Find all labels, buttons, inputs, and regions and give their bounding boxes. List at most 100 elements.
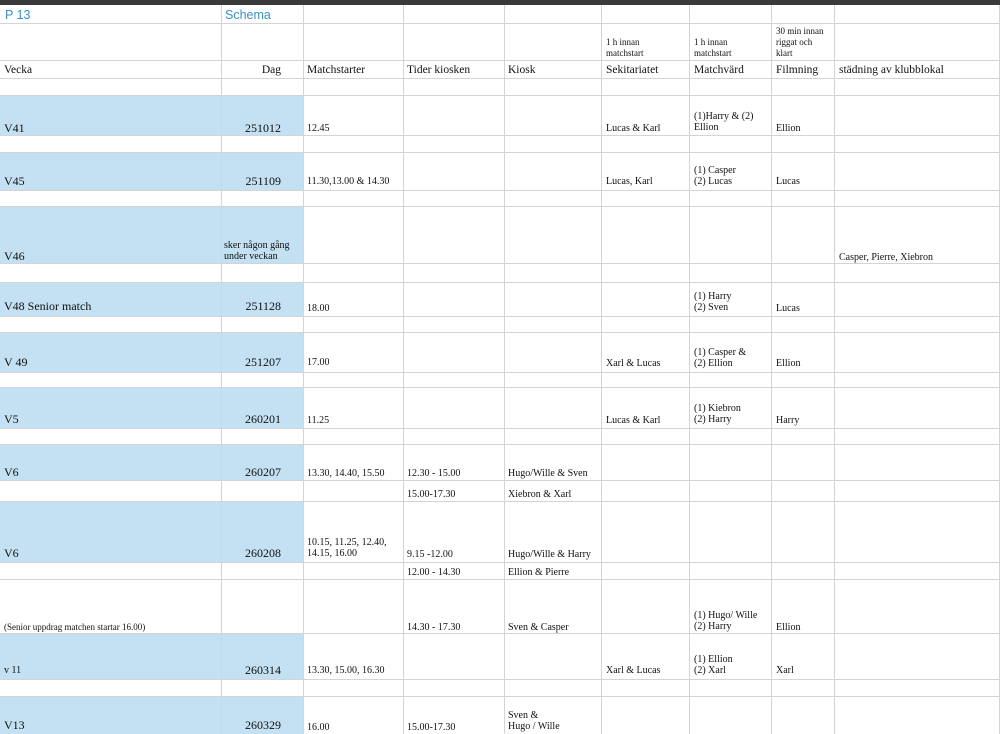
cell-matchvard-v11-line2[interactable]: (2) Xarl: [694, 665, 726, 676]
cell-filmning-v49[interactable]: Ellion: [776, 358, 801, 369]
cell-dag-v11[interactable]: 260314: [245, 663, 281, 677]
cell-matchstarter-v41[interactable]: 12.45: [307, 123, 330, 134]
cell-vecka-senior[interactable]: (Senior uppdrag matchen startar 16.00): [4, 622, 146, 632]
header-kiosk[interactable]: Kiosk: [508, 64, 536, 76]
cell-tider-v6a[interactable]: 12.30 - 15.00: [407, 468, 461, 479]
cell-kiosk-v6b[interactable]: Hugo/Wille & Harry: [508, 549, 591, 560]
cell-vecka-v49[interactable]: V 49: [4, 355, 28, 369]
cell-matchstarter-v45[interactable]: 11.30,13.00 & 14.30: [307, 176, 390, 187]
cell-matchstarter-v6a[interactable]: 13.30, 14.40, 15.50: [307, 468, 385, 479]
title-cell-schema[interactable]: Schema: [225, 8, 271, 22]
cell-matchstarter-v11[interactable]: 13.30, 15.00, 16.30: [307, 665, 385, 676]
cell-dag-v48[interactable]: 251128: [245, 299, 281, 313]
cell-vecka-v48[interactable]: V48 Senior match: [4, 299, 92, 313]
cell-matchvard-v5-line1[interactable]: (1) Kiebron: [694, 403, 741, 414]
cell-matchstarter-v48[interactable]: 18.00: [307, 303, 330, 314]
cell-kiosk-v6a[interactable]: Hugo/Wille & Sven: [508, 468, 588, 479]
cell-kiosk-v13-line2[interactable]: Hugo / Wille: [508, 721, 560, 732]
cell-tider-senior[interactable]: 14.30 - 17.30: [407, 622, 461, 633]
cell-dag-v13[interactable]: 260329: [245, 718, 281, 732]
grid-row-line: [0, 444, 1000, 445]
window-top-bar: [0, 0, 1000, 5]
cell-vecka-v13[interactable]: V13: [4, 718, 25, 732]
header-sekretariatet[interactable]: Sekitariatet: [606, 64, 659, 76]
cell-tider-v6b-2[interactable]: 12.00 - 14.30: [407, 567, 461, 578]
cell-sekretariat-v41[interactable]: Lucas & Karl: [606, 123, 661, 134]
cell-vecka-v6b[interactable]: V6: [4, 546, 19, 560]
highlight-v41: [0, 95, 303, 135]
cell-kiosk-senior[interactable]: Sven & Casper: [508, 622, 569, 633]
cell-matchvard-v45-line1[interactable]: (1) Casper: [694, 165, 736, 176]
cell-matchvard-v49-line2[interactable]: (2) Ellion: [694, 358, 733, 369]
cell-kiosk-v6a-2[interactable]: Xiebron & Xarl: [508, 489, 572, 500]
cell-tider-v13[interactable]: 15.00-17.30: [407, 722, 456, 733]
cell-dag-v45[interactable]: 251109: [245, 174, 281, 188]
header-matchvard[interactable]: Matchvärd: [694, 64, 744, 76]
cell-matchvard-v11-line1[interactable]: (1) Ellion: [694, 654, 733, 665]
grid-row-line: [0, 480, 1000, 481]
cell-vecka-v45[interactable]: V45: [4, 174, 25, 188]
cell-matchvard-v49-line1[interactable]: (1) Casper &: [694, 347, 747, 358]
header-filmning[interactable]: Filmning: [776, 64, 819, 76]
header-matchstarter[interactable]: Matchstarter: [307, 64, 366, 76]
cell-stadning-v46[interactable]: Casper, Pierre, Xiebron: [839, 252, 934, 263]
highlight-v48: [0, 282, 303, 316]
cell-filmning-v48[interactable]: Lucas: [776, 303, 800, 314]
cell-matchvard-senior-line1[interactable]: (1) Hugo/ Wille: [694, 610, 758, 621]
cell-vecka-v41[interactable]: V41: [4, 121, 25, 135]
cell-sekretariat-v11[interactable]: Xarl & Lucas: [606, 665, 661, 676]
cell-tider-v6b[interactable]: 9.15 -12.00: [407, 549, 453, 560]
cell-matchvard-senior-line2[interactable]: (2) Harry: [694, 621, 732, 632]
header-tider-kiosken[interactable]: Tider kiosken: [407, 64, 471, 76]
highlight-v6b: [0, 501, 303, 562]
cell-filmning-v45[interactable]: Lucas: [776, 176, 800, 187]
cell-matchvard-v48-line1[interactable]: (1) Harry: [694, 291, 732, 302]
cell-matchstarter-v49[interactable]: 17.00: [307, 357, 330, 368]
cell-matchvard-v41-line1[interactable]: (1)Harry & (2): [694, 111, 754, 122]
cell-dag-v46-line2[interactable]: under veckan: [224, 251, 278, 262]
grid-row-line: [0, 633, 1000, 634]
cell-matchstarter-v5[interactable]: 11.25: [307, 415, 330, 426]
cell-dag-v46-line1[interactable]: sker någon gång: [224, 240, 290, 251]
highlight-v6a: [0, 444, 303, 480]
subheader-sekretariat-line2: matchstart: [606, 48, 644, 58]
grid-col-line: [689, 5, 690, 734]
cell-sekretariat-v45[interactable]: Lucas, Karl: [606, 176, 653, 187]
cell-dag-v6b[interactable]: 260208: [245, 546, 281, 560]
cell-matchvard-v45-line2[interactable]: (2) Lucas: [694, 176, 733, 187]
grid-row-line: [0, 332, 1000, 333]
cell-dag-v6a[interactable]: 260207: [245, 465, 281, 479]
cell-dag-v5[interactable]: 260201: [245, 412, 281, 426]
cell-filmning-senior[interactable]: Ellion: [776, 622, 801, 633]
cell-vecka-v11[interactable]: v 11: [4, 665, 22, 676]
grid-row-line: [0, 316, 1000, 317]
cell-vecka-v5[interactable]: V5: [4, 412, 19, 426]
cell-tider-v6a-2[interactable]: 15.00-17.30: [407, 489, 456, 500]
cell-filmning-v5[interactable]: Harry: [776, 415, 800, 426]
cell-dag-v49[interactable]: 251207: [245, 355, 281, 369]
cell-matchvard-v5-line2[interactable]: (2) Harry: [694, 414, 732, 425]
header-stadning[interactable]: städning av klubblokal: [839, 64, 944, 76]
header-dag[interactable]: Dag: [261, 64, 281, 76]
cell-filmning-v11[interactable]: Xarl: [776, 665, 794, 676]
highlight-v49: [0, 332, 303, 372]
cell-dag-v41[interactable]: 251012: [245, 121, 281, 135]
cell-matchvard-v41-line2[interactable]: Ellion: [694, 122, 719, 133]
subheader-filmning-line1: 30 min innan: [776, 26, 824, 36]
spreadsheet-grid[interactable]: P 13 Schema 1 h innan matchstart 1 h inn…: [0, 5, 1000, 734]
title-cell-p13[interactable]: P 13: [5, 8, 31, 22]
cell-matchvard-v48-line2[interactable]: (2) Sven: [694, 302, 729, 313]
cell-vecka-v6a[interactable]: V6: [4, 465, 19, 479]
cell-matchstarter-v13[interactable]: 16.00: [307, 722, 330, 733]
cell-matchstarter-v6b-line1[interactable]: 10.15, 11.25, 12.40,: [307, 537, 387, 548]
cell-kiosk-v6b-2[interactable]: Ellion & Pierre: [508, 567, 570, 578]
header-vecka[interactable]: Vecka: [4, 64, 33, 76]
cell-sekretariat-v49[interactable]: Xarl & Lucas: [606, 358, 661, 369]
cell-matchstarter-v6b-line2[interactable]: 14.15, 16.00: [307, 548, 357, 559]
grid-row-line: [0, 206, 1000, 207]
grid-row-line: [0, 679, 1000, 680]
cell-vecka-v46[interactable]: V46: [4, 249, 25, 263]
cell-sekretariat-v5[interactable]: Lucas & Karl: [606, 415, 661, 426]
cell-filmning-v41[interactable]: Ellion: [776, 123, 801, 134]
cell-kiosk-v13-line1[interactable]: Sven &: [508, 710, 539, 721]
